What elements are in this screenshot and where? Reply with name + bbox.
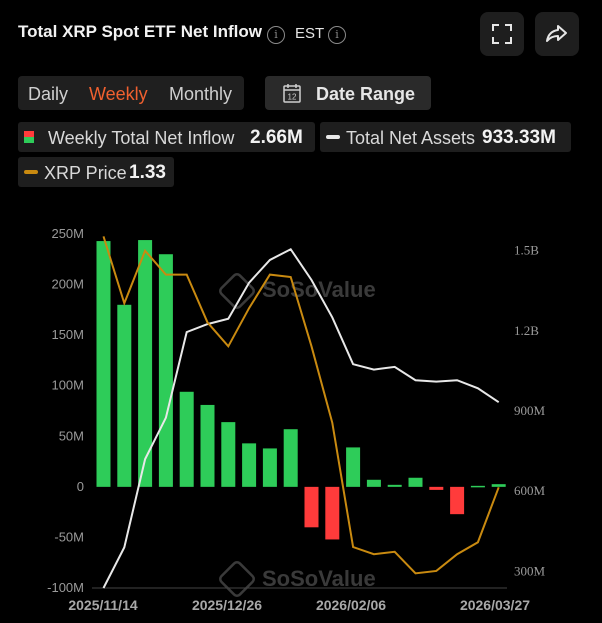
right-axis: 1.5B 1.2B 900M 600M 300M: [514, 243, 546, 579]
date-range-button[interactable]: 12 Date Range: [265, 76, 431, 110]
right-tick-label: 1.2B: [514, 323, 539, 338]
left-tick-label: 0: [77, 479, 84, 494]
inflow-bar: [158, 254, 173, 487]
inflow-bar: [470, 485, 485, 488]
legend-assets-value: 933.33M: [482, 127, 556, 148]
left-axis: 250M 200M 150M 100M 50M 0 -50M -100M: [47, 226, 84, 595]
inflow-bar: [346, 447, 361, 487]
legend-inflow-label: Weekly Total Net Inflow: [48, 128, 235, 148]
watermark-logo: [219, 273, 255, 309]
legend-inflow-value: 2.66M: [250, 127, 303, 148]
legend-price-value: 1.33: [129, 162, 166, 183]
inflow-bar: [450, 486, 465, 515]
inflow-bar: [221, 422, 236, 487]
left-tick-label: 50M: [59, 428, 84, 443]
legend-price[interactable]: XRP Price 1.33: [18, 157, 174, 187]
watermark-top: SoSoValue: [219, 273, 376, 309]
inflow-bar: [117, 304, 132, 487]
period-weekly[interactable]: Weekly: [89, 84, 148, 104]
inflow-bar: [429, 486, 444, 490]
calendar-day: 12: [288, 93, 297, 102]
x-tick-label: 2026/02/06: [316, 597, 386, 613]
fullscreen-button[interactable]: [480, 12, 524, 56]
price-line: [102, 236, 500, 575]
watermark-text: SoSoValue: [262, 566, 376, 591]
date-range-label: Date Range: [316, 84, 416, 104]
legend-inflow[interactable]: Weekly Total Net Inflow 2.66M: [18, 122, 315, 152]
inflow-bars: [96, 240, 506, 540]
timezone-label: EST: [295, 25, 325, 42]
title-info-icon[interactable]: i: [267, 26, 285, 44]
x-axis: 2025/11/14 2025/12/26 2026/02/06 2026/03/27: [68, 587, 530, 613]
watermark-bottom: SoSoValue: [219, 561, 376, 597]
price-swatch: [24, 170, 38, 174]
period-monthly[interactable]: Monthly: [169, 84, 233, 104]
right-tick-label: 1.5B: [514, 243, 539, 258]
inflow-bar: [200, 404, 215, 487]
right-tick-label: 300M: [514, 563, 546, 578]
inflow-bar: [242, 443, 257, 487]
inflow-bar: [96, 241, 111, 487]
inflow-swatch: [24, 131, 34, 143]
legend-assets[interactable]: Total Net Assets 933.33M: [320, 122, 571, 152]
inflow-bar: [179, 391, 194, 487]
left-tick-label: -100M: [47, 580, 84, 595]
assets-swatch: [326, 135, 340, 139]
inflow-bar: [491, 484, 506, 487]
right-tick-label: 900M: [514, 403, 546, 418]
left-tick-label: 250M: [51, 226, 84, 241]
period-selector: Daily Weekly Monthly: [18, 76, 244, 110]
inflow-bar: [325, 486, 340, 540]
chart-lines: [102, 236, 500, 589]
inflow-bar: [138, 240, 153, 487]
left-tick-label: -50M: [54, 529, 84, 544]
left-tick-label: 150M: [51, 327, 84, 342]
watermark-text: SoSoValue: [262, 277, 376, 302]
right-tick-label: 600M: [514, 483, 546, 498]
x-tick-label: 2026/03/27: [460, 597, 530, 613]
legend-assets-label: Total Net Assets: [346, 128, 476, 148]
left-tick-label: 100M: [51, 378, 84, 393]
left-tick-label: 200M: [51, 277, 84, 292]
inflow-bar: [366, 479, 381, 487]
expand-icon: [492, 24, 512, 44]
chart-title: Total XRP Spot ETF Net Inflow: [18, 22, 262, 41]
share-icon: [546, 25, 567, 42]
period-daily[interactable]: Daily: [28, 84, 69, 104]
x-tick-label: 2025/11/14: [68, 597, 138, 613]
inflow-bar: [262, 448, 277, 487]
inflow-bar: [304, 486, 319, 528]
assets-line: [102, 247, 500, 589]
x-tick-label: 2025/12/26: [192, 597, 262, 613]
watermark-logo: [219, 561, 255, 597]
inflow-bar: [387, 484, 402, 487]
inflow-bar: [283, 429, 298, 487]
timezone-info-icon[interactable]: i: [328, 26, 346, 44]
calendar-icon: 12: [283, 84, 301, 103]
legend-price-label: XRP Price: [44, 163, 127, 183]
share-button[interactable]: [535, 12, 579, 56]
inflow-bar: [408, 477, 423, 487]
